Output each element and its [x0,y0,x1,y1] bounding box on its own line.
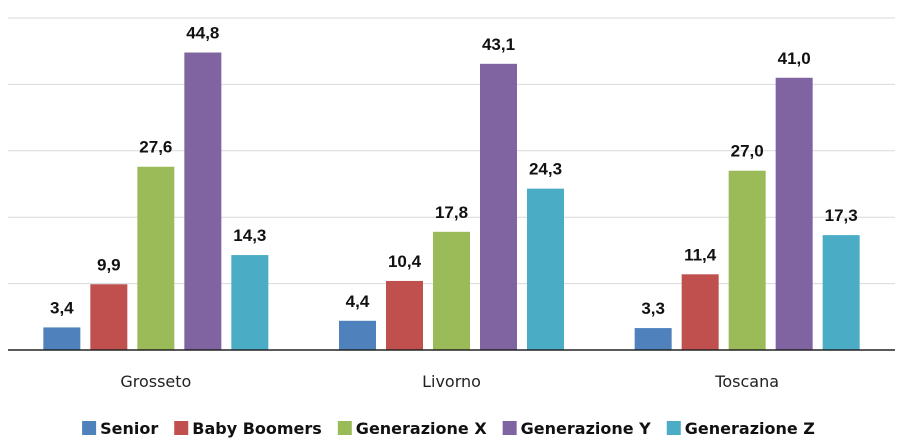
data-label: 14,3 [233,226,266,245]
data-label: 3,4 [50,298,74,317]
bars [43,52,860,350]
data-label: 24,3 [529,160,562,179]
bar [339,320,376,350]
bar [728,170,766,350]
category-label: Toscana [714,372,779,391]
legend: Senior Baby Boomers Generazione X Generazio… [82,419,815,438]
legend-label: Generazione Z [685,419,815,438]
legend-swatch [82,421,97,435]
legend-item: Senior [82,419,158,438]
bar [681,274,719,350]
legend-swatch [174,421,189,435]
legend-item: Baby Boomers [174,419,322,438]
legend-label: Generazione X [356,419,488,438]
value-labels: 3,4 9,9 27,6 44,8 14,3 4,4 10,4 17,8 43,1 24,3 3,3… [50,24,858,319]
data-label: 11,4 [684,245,717,264]
data-label: 27,6 [139,138,172,157]
bar [433,231,470,350]
bar [822,235,860,350]
bar [90,284,128,350]
data-label: 3,3 [641,299,665,318]
bar [527,188,564,350]
data-label: 9,9 [97,255,121,274]
data-label: 4,4 [346,292,370,311]
bar [386,280,423,350]
legend-swatch [502,421,517,435]
legend-item: Generazione Z [666,419,815,438]
bar [775,77,813,350]
legend-swatch [337,421,352,435]
legend-label: Baby Boomers [192,419,322,438]
legend-item: Generazione X [337,419,488,438]
legend-item: Generazione Y [502,419,652,438]
category-label: Livorno [422,372,481,391]
category-label: Grosseto [120,372,191,391]
data-label: 43,1 [482,35,515,54]
data-label: 17,8 [435,203,468,222]
bar [634,328,672,350]
data-label: 41,0 [778,49,811,68]
data-label: 44,8 [186,24,219,43]
legend-label: Generazione Y [521,419,652,438]
legend-swatch [666,421,681,435]
bar [43,327,81,350]
bar [184,52,222,350]
data-label: 17,3 [825,206,858,225]
bar [137,166,175,350]
legend-label: Senior [100,419,158,438]
bar [480,63,517,350]
category-labels: Grosseto Livorno Toscana [120,372,779,391]
data-label: 27,0 [731,142,764,161]
bar [231,255,269,350]
data-label: 10,4 [388,252,422,271]
